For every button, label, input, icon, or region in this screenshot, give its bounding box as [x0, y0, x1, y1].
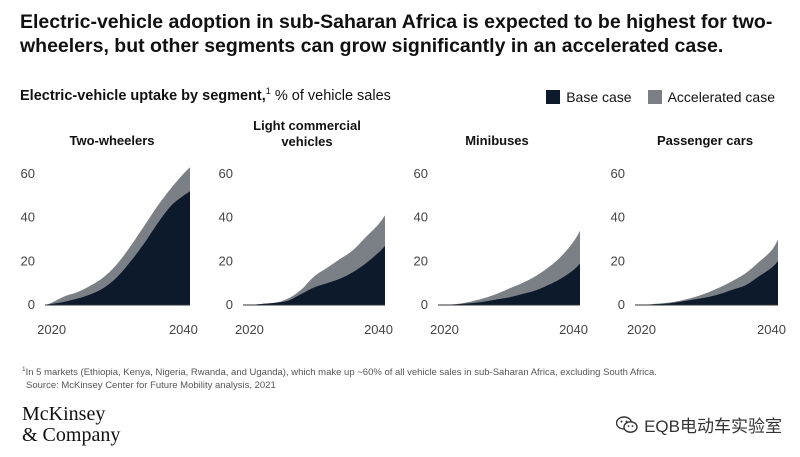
footnote: 1In 5 markets (Ethiopia, Kenya, Nigeria,… — [22, 364, 782, 392]
y-tick-label: 40 — [414, 210, 428, 225]
legend: Base case Accelerated case — [546, 89, 775, 105]
logo-line-2: & Company — [22, 424, 121, 446]
y-tick-label: 0 — [421, 297, 428, 312]
footnote-source: Source: McKinsey Center for Future Mobil… — [26, 379, 276, 391]
y-tick-label: 20 — [611, 253, 625, 268]
y-tick-label: 0 — [618, 297, 625, 312]
logo-line-1: McKinsey — [22, 403, 106, 425]
chart-subtitle: Electric-vehicle uptake by segment,1 % o… — [20, 86, 391, 104]
panel-title-minibuses: Minibuses — [465, 133, 529, 148]
area-base-1 — [243, 246, 385, 305]
panel-title-light-commercial: Light commercial vehicles — [222, 118, 392, 150]
wechat-icon — [615, 415, 638, 434]
y-tick-label: 60 — [414, 166, 428, 181]
y-tick-label: 40 — [611, 210, 625, 225]
y-tick-label: 0 — [226, 297, 233, 312]
x-tick-label: 2040 — [757, 322, 786, 337]
x-tick-label: 2020 — [37, 322, 66, 337]
footnote-line-1: 1In 5 markets (Ethiopia, Kenya, Nigeria,… — [22, 364, 782, 380]
footnote-text: In 5 markets (Ethiopia, Kenya, Nigeria, … — [25, 367, 657, 379]
headline: Electric-vehicle adoption in sub-Saharan… — [20, 11, 773, 57]
y-tick-label: 60 — [611, 166, 625, 181]
x-tick-label: 2020 — [627, 322, 656, 337]
x-tick-label: 2020 — [235, 322, 264, 337]
panel-title-lcv-text: Light commercial vehicles — [253, 118, 361, 149]
area-base-3 — [635, 261, 778, 305]
area-base-2 — [438, 263, 580, 305]
y-tick-label: 60 — [21, 166, 35, 181]
legend-item-accelerated: Accelerated case — [647, 89, 775, 105]
legend-item-base: Base case — [546, 89, 632, 105]
legend-swatch-base — [546, 90, 561, 104]
area-base-0 — [45, 191, 190, 305]
watermark-text: EQB电动车实验室 — [644, 417, 782, 436]
y-tick-label: 20 — [414, 253, 428, 268]
x-tick-label: 2020 — [430, 322, 459, 337]
watermark: EQB电动车实验室 — [615, 412, 782, 437]
legend-label-accelerated: Accelerated case — [667, 89, 775, 105]
x-tick-label: 2040 — [169, 322, 198, 337]
y-tick-label: 20 — [219, 253, 233, 268]
footnote-sup: 1 — [22, 366, 26, 373]
y-tick-label: 0 — [28, 297, 35, 312]
x-tick-label: 2040 — [364, 322, 393, 337]
subtitle-bold: Electric-vehicle uptake by segment, — [20, 87, 266, 104]
y-tick-label: 60 — [219, 166, 233, 181]
y-tick-label: 40 — [21, 210, 35, 225]
subtitle-unit: % of vehicle sales — [270, 87, 391, 104]
panel-title-two-wheelers: Two-wheelers — [69, 133, 155, 148]
mckinsey-logo: McKinsey & Company — [22, 404, 120, 446]
y-tick-label: 40 — [219, 210, 233, 225]
y-tick-label: 20 — [21, 253, 35, 268]
legend-label-base: Base case — [566, 89, 632, 105]
legend-swatch-accelerated — [647, 90, 662, 104]
area-accelerated-2 — [438, 230, 580, 305]
x-tick-label: 2040 — [559, 322, 588, 337]
footnote-marker: 1 — [265, 86, 271, 96]
panel-title-passenger-cars: Passenger cars — [656, 133, 754, 148]
